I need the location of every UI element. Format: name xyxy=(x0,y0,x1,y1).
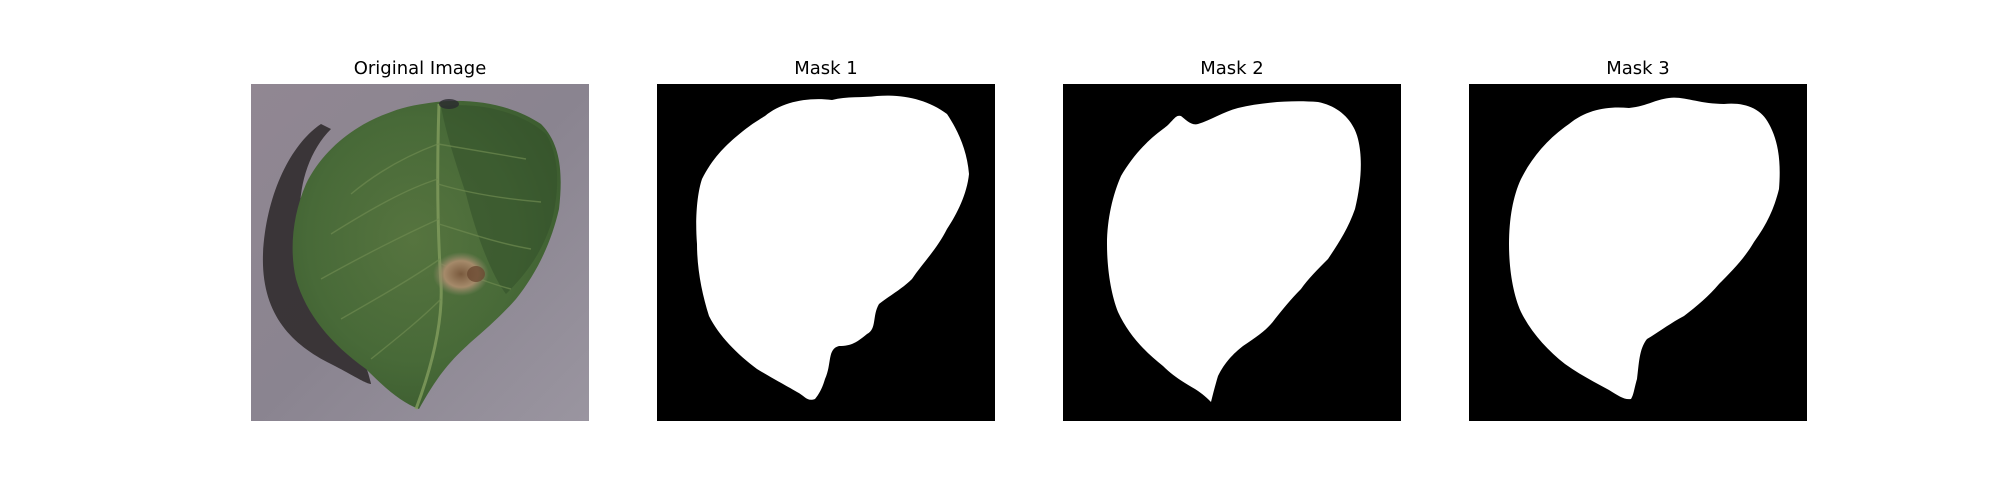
panel-mask-1: Mask 1 xyxy=(657,57,995,421)
leaf-lesion xyxy=(433,252,489,296)
panel-title: Mask 2 xyxy=(1200,58,1264,79)
leaf-lesion-core xyxy=(467,266,485,282)
panel-title: Original Image xyxy=(353,58,487,79)
leaf-photo xyxy=(251,84,589,421)
mask-foreground xyxy=(1509,97,1780,400)
mask-image-1 xyxy=(657,84,995,421)
mask-2-svg xyxy=(1063,84,1401,421)
mask-image-2 xyxy=(1063,84,1401,421)
leaf-tip-spot xyxy=(439,99,459,109)
panel-title: Mask 1 xyxy=(794,58,858,79)
panel-mask-3: Mask 3 xyxy=(1469,57,1807,421)
mask-foreground xyxy=(696,95,969,400)
leaf-photo-svg xyxy=(251,84,589,421)
panel-mask-2: Mask 2 xyxy=(1063,57,1401,421)
leaf-dark-area xyxy=(441,105,558,294)
panel-title: Mask 3 xyxy=(1606,58,1670,79)
mask-3-svg xyxy=(1469,84,1807,421)
mask-image-3 xyxy=(1469,84,1807,421)
panel-original-image: Original Image xyxy=(251,57,589,421)
mask-1-svg xyxy=(657,84,995,421)
leaf-shadow xyxy=(262,124,371,384)
mask-foreground xyxy=(1107,101,1361,402)
